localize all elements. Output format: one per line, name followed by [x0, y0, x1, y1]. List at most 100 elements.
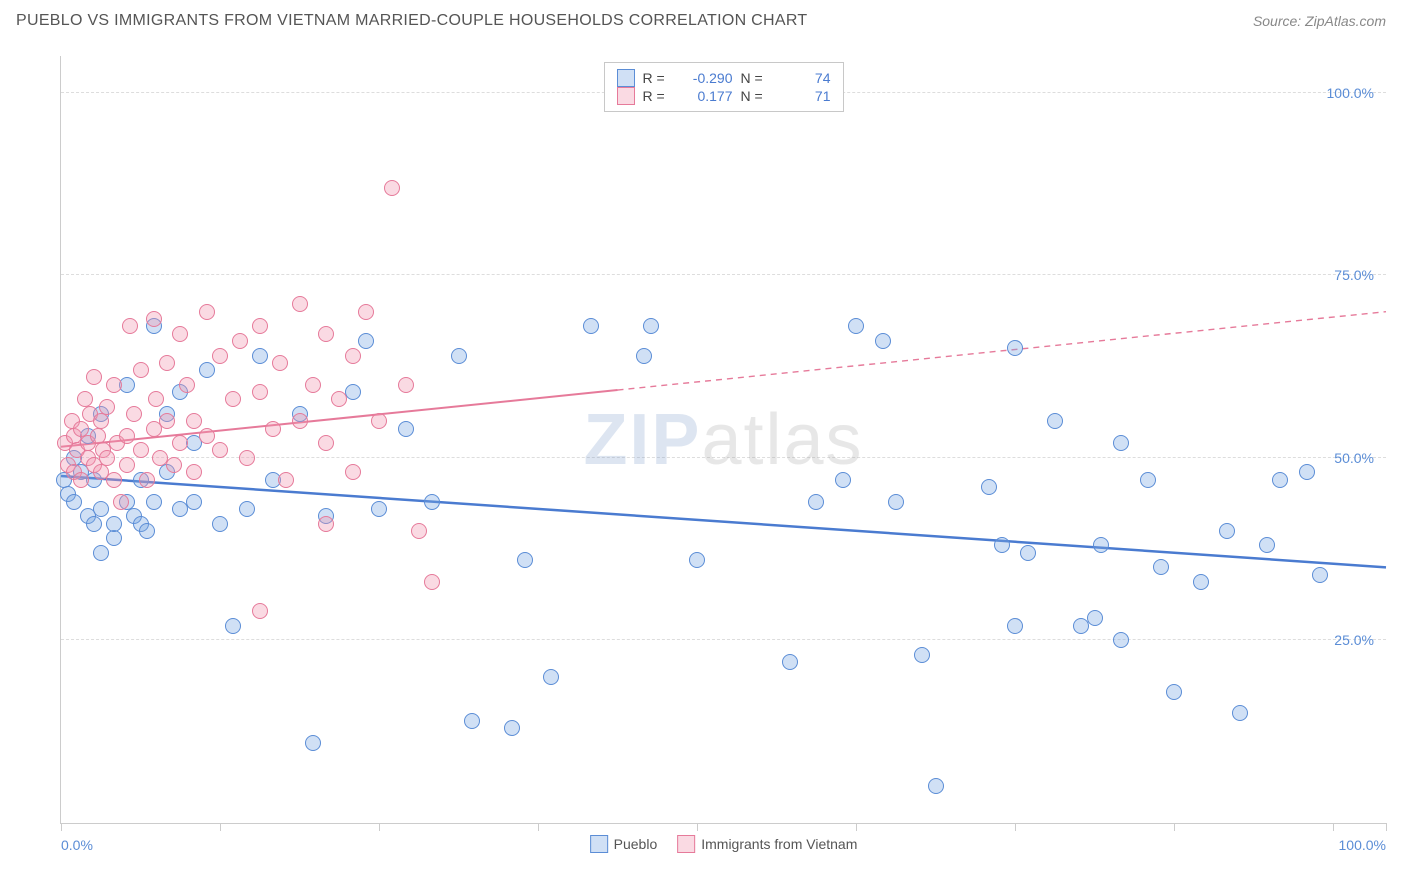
data-point	[517, 552, 533, 568]
data-point	[225, 618, 241, 634]
data-point	[73, 421, 89, 437]
data-point	[73, 472, 89, 488]
data-point	[305, 377, 321, 393]
data-point	[239, 450, 255, 466]
data-point	[981, 479, 997, 495]
data-point	[139, 523, 155, 539]
data-point	[122, 318, 138, 334]
data-point	[113, 494, 129, 510]
data-point	[278, 472, 294, 488]
data-point	[424, 494, 440, 510]
x-tick	[856, 823, 857, 831]
data-point	[239, 501, 255, 517]
data-point	[148, 391, 164, 407]
data-point	[808, 494, 824, 510]
data-point	[212, 442, 228, 458]
x-tick	[697, 823, 698, 831]
data-point	[318, 435, 334, 451]
data-point	[106, 530, 122, 546]
data-point	[133, 362, 149, 378]
data-point	[199, 304, 215, 320]
data-point	[835, 472, 851, 488]
data-point	[232, 333, 248, 349]
data-point	[199, 428, 215, 444]
data-point	[119, 457, 135, 473]
data-point	[93, 545, 109, 561]
r-value-vietnam: 0.177	[681, 88, 733, 104]
stats-legend: R = -0.290 N = 74 R = 0.177 N = 71	[604, 62, 844, 112]
data-point	[186, 413, 202, 429]
x-tick	[220, 823, 221, 831]
x-axis-min-label: 0.0%	[61, 837, 93, 853]
data-point	[888, 494, 904, 510]
data-point	[93, 413, 109, 429]
chart-title: PUEBLO VS IMMIGRANTS FROM VIETNAM MARRIE…	[16, 12, 808, 30]
data-point	[543, 669, 559, 685]
data-point	[848, 318, 864, 334]
plot-area: ZIPatlas R = -0.290 N = 74 R = 0.177 N =…	[60, 56, 1386, 824]
data-point	[133, 442, 149, 458]
n-value-pueblo: 74	[779, 70, 831, 86]
data-point	[398, 377, 414, 393]
y-tick-label: 100.0%	[1327, 85, 1374, 101]
x-axis-max-label: 100.0%	[1339, 837, 1386, 853]
data-point	[252, 318, 268, 334]
source-attribution: Source: ZipAtlas.com	[1253, 13, 1386, 29]
data-point	[86, 516, 102, 532]
watermark-zip: ZIP	[583, 400, 701, 480]
x-tick	[538, 823, 539, 831]
n-label: N =	[741, 88, 771, 104]
data-point	[1166, 684, 1182, 700]
data-point	[159, 413, 175, 429]
data-point	[186, 464, 202, 480]
x-tick	[1333, 823, 1334, 831]
stats-row-vietnam: R = 0.177 N = 71	[617, 87, 831, 105]
data-point	[139, 472, 155, 488]
legend-label-pueblo: Pueblo	[614, 836, 658, 852]
data-point	[99, 450, 115, 466]
correlation-chart: Married-couple Households ZIPatlas R = -…	[16, 44, 1386, 872]
data-point	[66, 494, 82, 510]
data-point	[411, 523, 427, 539]
y-tick-label: 50.0%	[1334, 450, 1374, 466]
data-point	[994, 537, 1010, 553]
data-point	[782, 654, 798, 670]
data-point	[77, 391, 93, 407]
data-point	[643, 318, 659, 334]
legend-item-vietnam: Immigrants from Vietnam	[677, 835, 857, 853]
gridline	[61, 274, 1386, 275]
x-tick	[1015, 823, 1016, 831]
legend-label-vietnam: Immigrants from Vietnam	[701, 836, 857, 852]
data-point	[292, 296, 308, 312]
data-point	[1047, 413, 1063, 429]
data-point	[875, 333, 891, 349]
data-point	[1259, 537, 1275, 553]
data-point	[583, 318, 599, 334]
data-point	[318, 516, 334, 532]
data-point	[172, 326, 188, 342]
data-point	[464, 713, 480, 729]
data-point	[371, 413, 387, 429]
data-point	[166, 457, 182, 473]
data-point	[1299, 464, 1315, 480]
data-point	[928, 778, 944, 794]
data-point	[106, 516, 122, 532]
data-point	[1312, 567, 1328, 583]
data-point	[1093, 537, 1109, 553]
data-point	[1007, 618, 1023, 634]
watermark-atlas: atlas	[701, 400, 863, 480]
r-label: R =	[643, 88, 673, 104]
data-point	[179, 377, 195, 393]
data-point	[305, 735, 321, 751]
data-point	[1007, 340, 1023, 356]
data-point	[398, 421, 414, 437]
data-point	[265, 421, 281, 437]
data-point	[212, 348, 228, 364]
data-point	[345, 348, 361, 364]
data-point	[1219, 523, 1235, 539]
legend-item-pueblo: Pueblo	[590, 835, 658, 853]
x-tick	[61, 823, 62, 831]
r-label: R =	[643, 70, 673, 86]
n-value-vietnam: 71	[779, 88, 831, 104]
data-point	[93, 501, 109, 517]
